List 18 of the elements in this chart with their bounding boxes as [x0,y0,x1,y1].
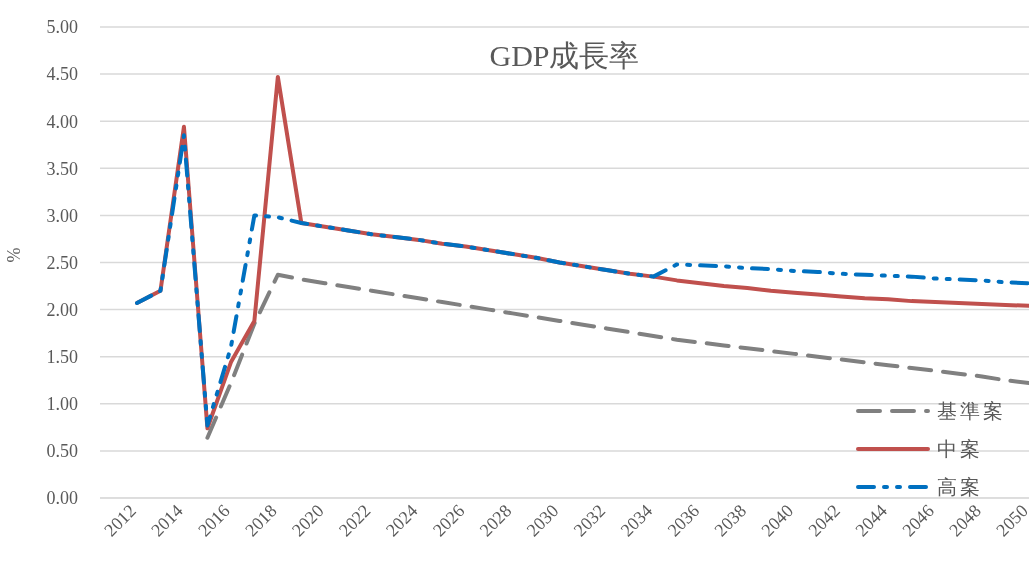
legend-label: 中案 [937,436,983,462]
y-tick-label: 3.50 [46,158,78,179]
line-series [135,133,1029,428]
y-tick-label: 2.00 [46,299,78,320]
legend-label: 高案 [937,474,983,500]
chart-title: GDP成長率 [489,39,640,72]
y-tick-label: 5.00 [46,17,78,38]
y-tick-label: 0.50 [46,441,78,462]
legend-label: 基準案 [937,398,1006,424]
line-series [205,272,1029,440]
y-axis-title: % [4,247,25,263]
y-tick-label: 4.00 [46,111,78,132]
y-tick-label: 1.50 [46,347,78,368]
y-tick-label: 2.50 [46,252,78,273]
y-tick-label: 1.00 [46,394,78,415]
y-tick-label: 3.00 [46,205,78,226]
y-tick-label: 0.00 [46,488,78,509]
y-tick-label: 4.50 [46,64,78,85]
